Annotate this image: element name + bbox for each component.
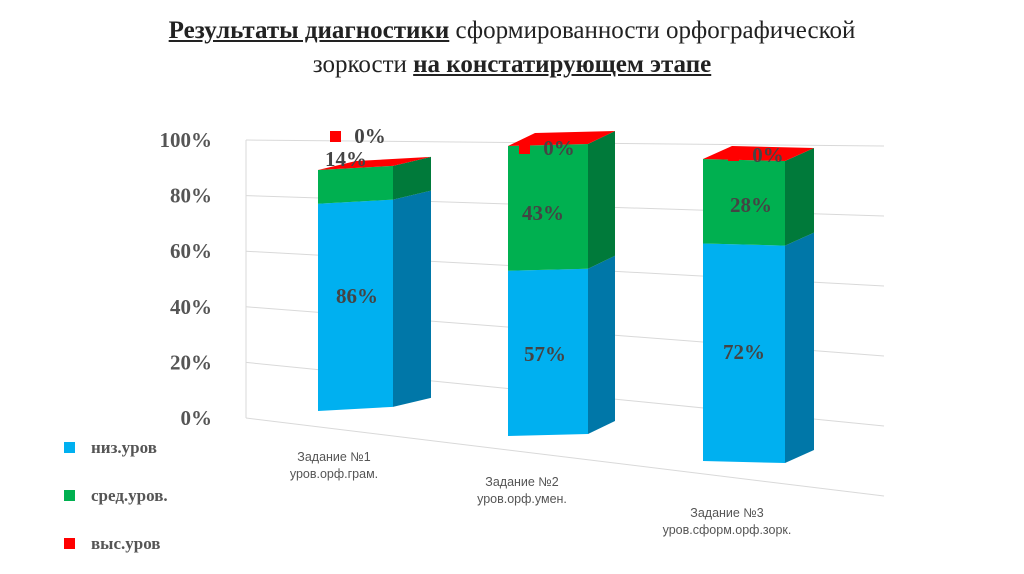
category-label: Задание №1 уров.орф.грам. — [290, 450, 378, 481]
category-label: Задание №2 уров.орф.умен. — [477, 475, 567, 506]
y-tick-label: 40% — [170, 295, 212, 319]
bar-front-сред.уров. — [703, 159, 785, 246]
data-label: 28% — [730, 193, 772, 217]
data-label: 14% — [325, 147, 367, 171]
data-label: 57% — [524, 342, 566, 366]
legend-label: сред.уров. — [91, 486, 168, 505]
y-tick-label: 20% — [170, 350, 212, 374]
bar-stack-3 — [703, 146, 814, 464]
category-label-line: уров.сформ.орф.зорк. — [663, 523, 792, 537]
data-label: 0% — [752, 143, 784, 167]
bar-top-cap — [508, 131, 615, 146]
legend-label: выс.уров — [91, 534, 160, 553]
bar-front-сред.уров. — [508, 144, 588, 271]
data-label-marker — [519, 143, 530, 154]
bar-stack-2 — [508, 131, 615, 436]
bar-side-низ.уров — [785, 232, 814, 464]
bar-front-низ.уров — [703, 243, 785, 464]
data-label-marker — [330, 131, 341, 142]
category-label: Задание №3 уров.сформ.орф.зорк. — [663, 506, 792, 537]
y-tick-label: 100% — [160, 128, 213, 152]
y-tick-label: 60% — [170, 239, 212, 263]
data-label-marker — [728, 150, 739, 161]
gridline — [245, 417, 885, 497]
title-part-2: сформированности орфографической — [449, 17, 856, 44]
bar-front-сред.уров. — [318, 165, 393, 204]
data-label: 0% — [354, 124, 386, 148]
bar-side-сред.уров. — [393, 156, 431, 200]
bar-side-сред.уров. — [785, 148, 814, 246]
category-label-line: Задание №2 — [485, 475, 558, 489]
data-label: 0% — [543, 136, 575, 160]
category-label-line: Задание №3 — [690, 506, 763, 520]
category-label-line: Задание №1 — [297, 450, 370, 464]
bar-side-низ.уров — [393, 190, 431, 407]
legend: низ.уров сред.уров. выс.уров — [64, 438, 168, 553]
data-label: 72% — [723, 340, 765, 364]
bar-side-низ.уров — [588, 255, 615, 434]
bar-front-низ.уров — [508, 268, 588, 436]
slide-title: Результаты диагностики сформированности … — [0, 14, 1024, 82]
title-part-3: зоркости — [312, 51, 414, 78]
legend-swatch — [64, 490, 75, 501]
bar-side-сред.уров. — [588, 131, 615, 269]
legend-label: низ.уров — [91, 438, 157, 457]
data-label: 86% — [336, 284, 378, 308]
bar-top-cap — [318, 156, 431, 170]
y-tick-label: 80% — [170, 184, 212, 208]
y-tick-label: 0% — [181, 406, 213, 430]
bar-stack-1 — [318, 156, 431, 411]
data-label: 43% — [522, 201, 564, 225]
category-label-line: уров.орф.умен. — [477, 492, 567, 506]
title-part-1: Результаты диагностики — [168, 17, 450, 44]
title-part-4: на констатирующем этапе — [413, 51, 712, 78]
category-label-line: уров.орф.грам. — [290, 467, 378, 481]
legend-swatch — [64, 538, 75, 549]
bar-front-низ.уров — [318, 199, 393, 411]
legend-swatch — [64, 442, 75, 453]
